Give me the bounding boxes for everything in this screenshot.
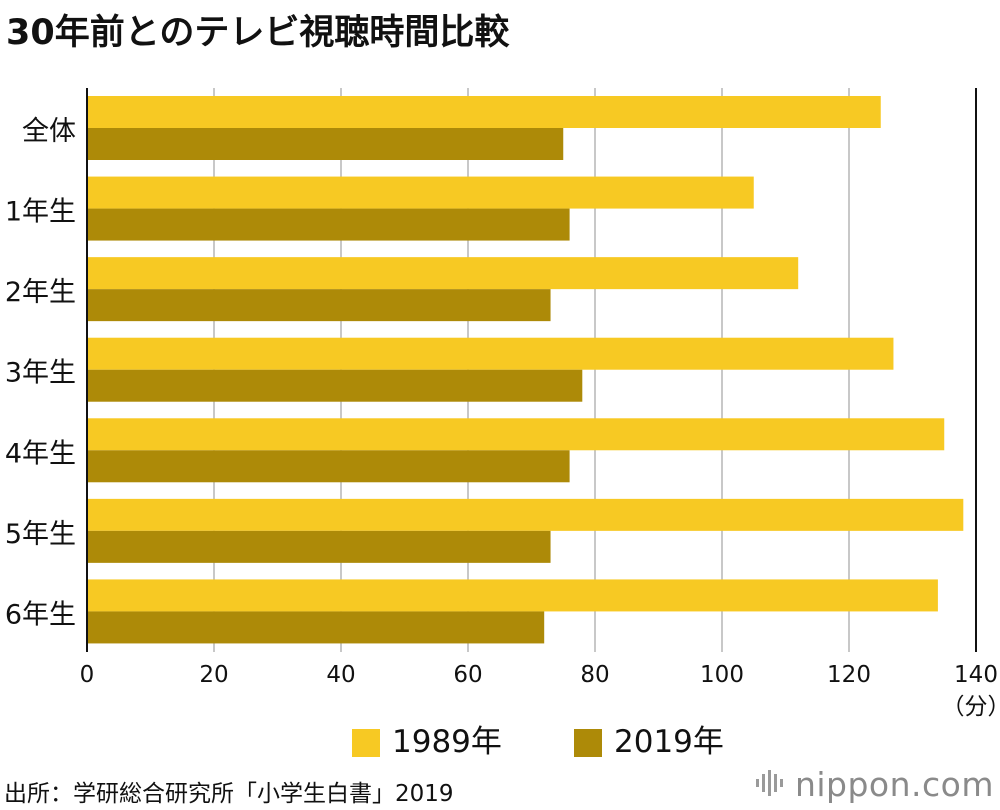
x-tick-label: 80	[580, 662, 609, 688]
bar-1989	[87, 257, 799, 290]
x-tick-label: 0	[80, 662, 95, 688]
bar-1989	[87, 579, 938, 612]
legend-swatch-1989	[352, 729, 380, 757]
bar-2019	[87, 450, 570, 483]
category-label: 6年生	[5, 599, 76, 630]
x-tick-label: 140	[954, 662, 998, 688]
legend-swatch-2019	[574, 729, 602, 757]
category-label: 全体	[22, 116, 76, 147]
x-tick-label: 60	[453, 662, 482, 688]
bar-2019	[87, 611, 545, 644]
bar-1989	[87, 176, 754, 209]
legend-label-2019: 2019年	[614, 724, 724, 760]
bar-1989	[87, 337, 894, 370]
chart-title: 30年前とのテレビ視聴時間比較	[6, 13, 510, 53]
bar-2019	[87, 208, 570, 241]
category-label: 3年生	[5, 358, 76, 389]
bar-1989	[87, 418, 945, 451]
category-label: 1年生	[5, 197, 76, 228]
x-unit-label: （分）	[942, 694, 1000, 720]
bar-2019	[87, 369, 583, 402]
x-tick-label: 100	[700, 662, 744, 688]
legend-label-1989: 1989年	[392, 724, 502, 760]
logo-text: nippon.com	[794, 765, 994, 804]
category-label: 4年生	[5, 438, 76, 469]
bar-2019	[87, 530, 551, 563]
bar-1989	[87, 498, 964, 531]
bar-chart: 全体 1年生 2年生 3年生 4年生 5年生 6年生 0 20 40 60 80 100 120 140 （分…	[5, 88, 1000, 720]
category-label: 2年生	[5, 277, 76, 308]
bar-2019	[87, 289, 551, 322]
nippon-logo[interactable]: nippon.com	[754, 765, 994, 805]
bar-1989	[87, 96, 881, 128]
x-tick-label: 120	[827, 662, 871, 688]
legend: 1989年 2019年	[0, 722, 1000, 762]
source-note: 出所：学研総合研究所「小学生白書」2019	[4, 781, 454, 807]
category-label: 5年生	[5, 519, 76, 550]
bar-2019	[87, 128, 564, 160]
sound-bars-icon	[754, 768, 790, 802]
x-tick-label: 20	[199, 662, 228, 688]
x-tick-label: 40	[326, 662, 355, 688]
